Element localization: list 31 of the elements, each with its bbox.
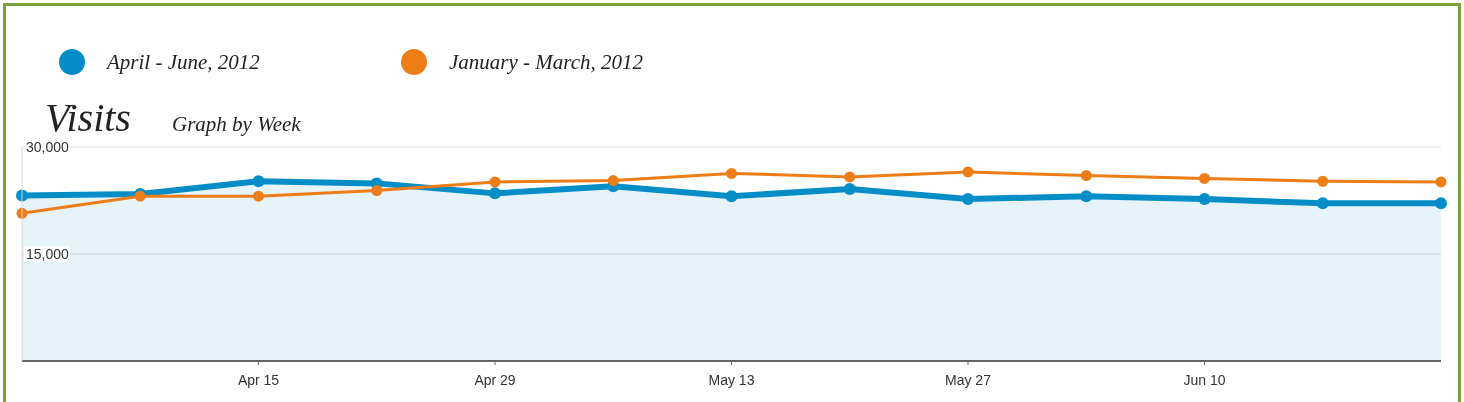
chart-title: Visits [45,95,131,140]
point [1317,175,1329,187]
x-tick-label: Apr 15 [237,372,280,388]
point [489,176,501,188]
x-tick-label: May 27 [945,372,992,388]
point [371,185,383,197]
point [252,175,265,188]
point [489,187,501,200]
y-tick-label: 15,000 [26,246,70,262]
x-tick-label: May 13 [708,372,755,388]
point [962,193,974,206]
point [1080,170,1092,182]
x-tick-label: Apr 29 [474,372,516,388]
chart-subtitle: Graph by Week [172,112,302,136]
x-tick-label: Jun 10 [1183,372,1226,388]
point [962,166,974,178]
point [1080,190,1093,203]
point [725,190,738,203]
point [607,175,619,187]
legend-label: April - June, 2012 [105,50,261,74]
point [843,183,856,196]
point [1198,193,1211,206]
point [726,167,737,179]
point [1435,197,1447,210]
point [253,190,264,202]
legend-label: January - March, 2012 [449,50,644,74]
point [844,171,856,183]
point [1435,176,1447,188]
y-tick-label: 30,000 [26,139,70,155]
point [1199,172,1210,184]
point [1316,197,1329,210]
